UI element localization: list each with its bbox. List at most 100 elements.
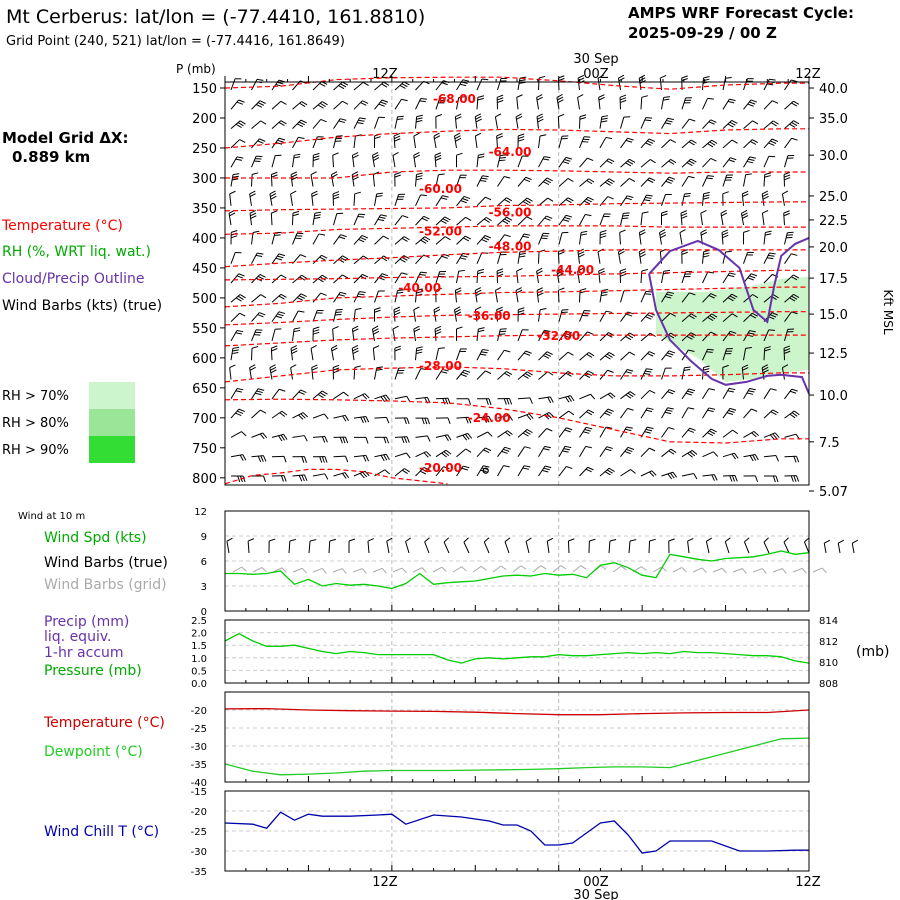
- wind-barb-feather: [477, 268, 485, 272]
- wind-barb: [640, 390, 650, 400]
- y-tick-label: 6: [201, 557, 207, 568]
- wind-barb: [333, 414, 346, 419]
- wind-barb: [415, 451, 427, 458]
- wind-barb-feather: [435, 287, 442, 291]
- wind-barb-feather: [707, 175, 714, 177]
- wind-barb-feather: [352, 347, 359, 352]
- y-tick-label: 0.0: [191, 679, 207, 690]
- wind-barb-feather: [362, 81, 369, 87]
- wind-barb-feather: [557, 99, 564, 104]
- wind-barb-feather: [768, 155, 776, 158]
- wind-barb-grid: [672, 567, 683, 573]
- wind-barb-feather: [775, 475, 779, 483]
- wind-barb-feather: [764, 172, 772, 176]
- wind-barb: [292, 328, 295, 341]
- wind-barb-feather: [607, 369, 614, 373]
- wind-barb-feather: [731, 139, 738, 144]
- cloud-outline: [648, 236, 810, 324]
- wind-barb-feather: [598, 94, 605, 98]
- wind-barb-feather: [537, 116, 544, 120]
- wind-barb: [476, 175, 483, 187]
- wind-barb: [558, 309, 563, 322]
- wind-barb-feather: [362, 394, 368, 400]
- wind-barb-feather: [239, 294, 246, 299]
- wind-barb-grid: [332, 568, 343, 573]
- wind-barb: [230, 330, 238, 342]
- wind-barb: [270, 348, 273, 361]
- wind-barb-feather: [355, 307, 362, 311]
- wind-barb-feather: [340, 118, 347, 121]
- y-tick-label: 1.5: [191, 641, 207, 652]
- wind-barb-feather: [394, 135, 401, 140]
- wind-barb-feather: [791, 311, 798, 315]
- wind-barb-feather: [413, 152, 420, 156]
- wind-barb-feather: [319, 102, 326, 107]
- wind-barb: [251, 312, 260, 322]
- wind-barb-feather: [690, 313, 697, 318]
- wind-barb-feather: [300, 254, 307, 258]
- wind-barb-feather: [485, 447, 492, 452]
- wind-barb-true-feather: [329, 538, 337, 542]
- wind-barb-feather: [789, 390, 797, 394]
- wind-barb-feather: [745, 346, 752, 349]
- wind-barb-feather: [239, 454, 244, 461]
- wind-barb-true-feather: [824, 539, 831, 544]
- wind-barb-feather: [748, 332, 755, 335]
- wind-barb-feather: [475, 289, 482, 294]
- wind-barb: [230, 252, 236, 264]
- wind-barb-feather: [627, 311, 634, 315]
- wind-barb-feather: [271, 210, 278, 214]
- wind-barb: [763, 156, 770, 168]
- wind-barb: [476, 447, 486, 458]
- wind-barb: [702, 367, 704, 380]
- wind-barb-feather: [731, 475, 736, 482]
- wind-barb: [474, 290, 478, 303]
- wind-barb: [579, 214, 586, 226]
- wind-barb: [351, 174, 355, 187]
- wind-barb-feather: [762, 195, 769, 200]
- isotherm-label: -40.00: [398, 281, 441, 295]
- wind-barb-feather: [459, 83, 467, 87]
- wind-barb-feather: [710, 293, 717, 297]
- wind-barb-feather: [526, 429, 533, 434]
- wind-barb: [251, 174, 253, 187]
- wind-barb: [784, 388, 793, 400]
- wind-barb: [497, 329, 501, 342]
- wind-barb-feather: [664, 296, 672, 299]
- wind-barb-feather: [319, 456, 323, 463]
- wind-barb-feather: [257, 314, 264, 318]
- wind-barb-feather: [499, 330, 507, 333]
- wind-barb-feather: [312, 331, 320, 335]
- wind-barb: [230, 78, 236, 91]
- wind-barb-feather: [793, 410, 800, 416]
- wind-barb-feather: [577, 267, 584, 272]
- wind-barb-feather: [711, 474, 715, 481]
- wind-barb-feather: [257, 102, 264, 106]
- wind-barb-feather: [310, 344, 317, 349]
- wind-barb-feather: [239, 312, 246, 317]
- wind-barb-feather: [392, 325, 399, 330]
- wind-barb-feather: [604, 471, 611, 476]
- wind-barb-feather: [518, 307, 525, 311]
- wind-barb-feather: [392, 151, 399, 156]
- wind-barb-feather: [475, 116, 482, 120]
- wind-barb-feather: [729, 295, 736, 300]
- wind-barb: [702, 407, 710, 419]
- wind-barb-feather: [352, 325, 359, 330]
- wind-barb-feather: [627, 160, 634, 165]
- wind-barb-feather: [729, 121, 736, 126]
- wind-barb-feather: [706, 177, 713, 180]
- wind-barb-feather: [707, 143, 714, 148]
- wind-barb-feather: [765, 230, 772, 233]
- wind-barb-feather: [601, 288, 609, 291]
- wind-barb-feather: [584, 429, 591, 432]
- wind-barb-feather: [587, 196, 594, 201]
- wind-barb: [577, 251, 580, 264]
- wind-barb-grid: [692, 567, 703, 573]
- wind-barb-feather: [278, 311, 286, 315]
- wind-barb-feather: [483, 465, 490, 468]
- wind-barb-feather: [643, 372, 651, 375]
- wind-barb: [661, 97, 665, 110]
- wind-barb-feather: [796, 475, 800, 482]
- wind-barb-feather: [750, 99, 758, 103]
